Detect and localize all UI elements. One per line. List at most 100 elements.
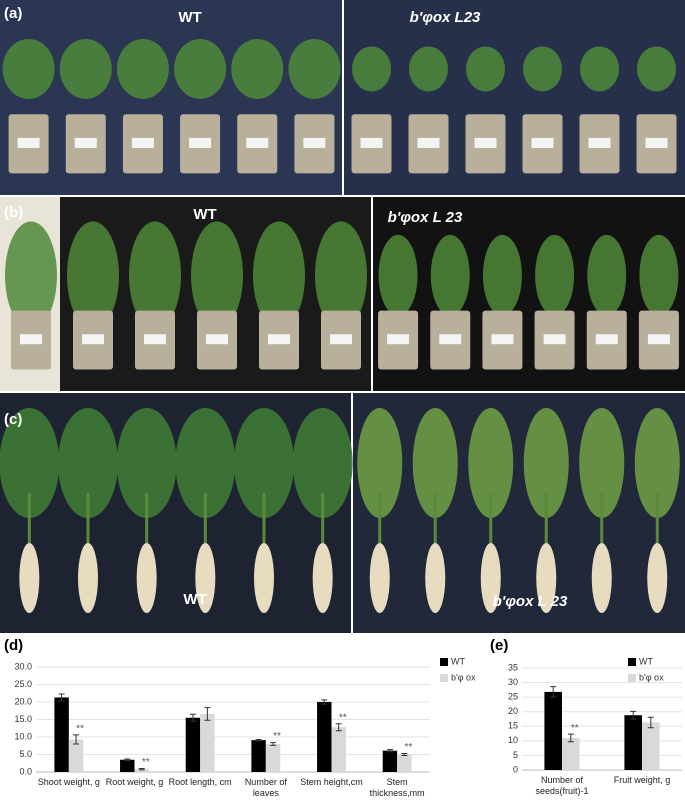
pot-label [439,334,462,345]
pot-label [360,137,383,148]
panel-label: (c) [4,411,22,428]
foliage [482,234,522,316]
foliage [412,408,458,518]
roots [425,543,446,613]
foliage [129,221,181,330]
y-tick-label: 25.0 [14,679,32,689]
pot-label [474,137,497,148]
pot-label [387,334,410,345]
foliage [116,408,177,518]
bar [68,739,84,772]
error-bar [124,758,131,761]
roots [369,543,390,613]
bar [331,727,346,772]
foliage [535,234,575,316]
foliage [466,46,505,92]
y-tick-label: 15 [508,721,518,731]
legend-label: WT [451,656,465,666]
bar [251,740,266,772]
error-bar [567,733,574,743]
significance-label: ** [571,723,579,734]
legend-label: WT [639,656,653,666]
roots [536,543,557,613]
pot-label [144,334,166,345]
y-tick-label: 20.0 [14,696,32,706]
bar [265,744,281,772]
error-bar [550,686,557,698]
bar [54,697,69,772]
photo-left [0,197,371,391]
legend-swatch [440,658,448,666]
legend-label: b'φ ox [639,672,664,682]
foliage [409,46,448,92]
error-bar [270,742,277,746]
x-tick-label: Number of leaves [244,777,287,798]
foliage [58,408,118,518]
bar [624,715,642,770]
photo-right [353,393,685,633]
foliage [378,234,418,316]
foliage [59,38,112,99]
bar [642,722,660,770]
error-bar [321,699,328,705]
significance-label: ** [76,724,84,735]
bar [185,717,201,772]
y-tick-label: 5.0 [19,749,32,759]
pot-label [417,137,440,148]
error-bar [138,768,145,771]
pot-label [491,334,514,345]
legend-swatch [440,674,448,682]
pot-label [206,334,228,345]
pot-label [647,334,670,345]
foliage [174,38,227,99]
x-tick-label: Root length, cm [168,777,232,787]
y-tick-label: 20 [508,706,518,716]
x-tick-label: Stem thickness,mm [369,777,425,798]
pot-label [543,334,566,345]
error-bar [204,707,211,721]
foliage [234,408,294,518]
foliage [175,408,236,518]
error-bar [58,693,65,702]
panel-label: (d) [4,637,23,654]
photo-left [0,0,342,195]
error-bar [630,710,637,720]
bar [562,737,580,770]
error-bar [73,734,80,745]
pot-label [20,334,42,345]
photo-title: WT [193,206,216,223]
pot-label [189,137,212,148]
roots [78,543,98,613]
photo-title: WT [183,591,206,608]
legend-swatch [628,674,636,682]
legend-swatch [628,658,636,666]
foliage [191,221,243,330]
y-tick-label: 10 [508,735,518,745]
foliage [523,408,569,518]
roots [647,543,668,613]
y-tick-label: 35 [508,662,518,672]
significance-label: ** [404,742,412,753]
photo-right [373,197,685,391]
y-tick-label: 10.0 [14,731,32,741]
foliage [468,408,514,518]
y-tick-label: 15.0 [14,714,32,724]
x-tick-label: Stem height,cm [300,777,363,787]
foliage [352,46,391,92]
foliage [634,408,680,518]
foliage [357,408,403,518]
roots [19,543,40,613]
error-bar [189,713,196,722]
foliage [2,38,55,99]
y-tick-label: 25 [508,692,518,702]
foliage [0,408,60,518]
foliage [580,46,619,92]
bar [397,754,412,772]
panel-label: (b) [4,204,23,221]
foliage [5,221,57,330]
bar [120,759,135,772]
error-bar [401,752,408,757]
legend-label: b'φ ox [451,672,476,682]
y-tick-label: 0 [513,764,518,774]
